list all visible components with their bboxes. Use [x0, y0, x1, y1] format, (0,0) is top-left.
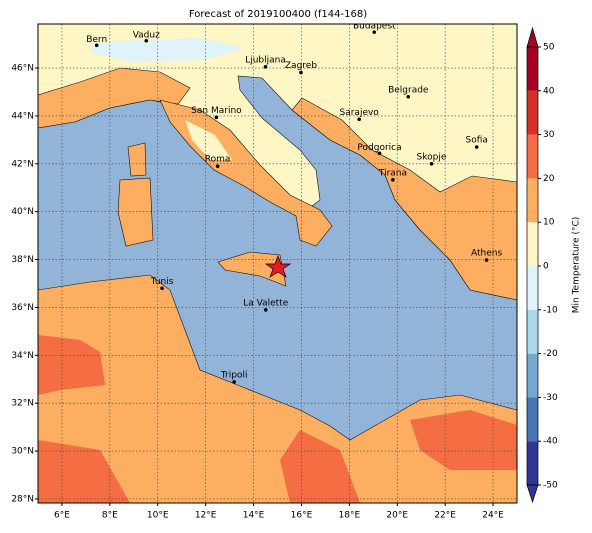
x-tick-label: 18°E — [339, 511, 361, 521]
city-dot — [94, 43, 99, 48]
city-label: Bern — [86, 35, 107, 45]
africa-warm — [38, 335, 105, 395]
sardinia — [117, 177, 154, 247]
x-tick-label: 6°E — [54, 511, 70, 521]
city-label: Roma — [205, 155, 231, 165]
city-label: Podgorica — [357, 143, 401, 153]
city-dot — [299, 70, 303, 75]
colorbar: -50 -40 -30 -20 -10 0 10 20 30 40 50 — [526, 26, 558, 504]
y-tick-label: 38°N — [11, 255, 34, 265]
city-label: La Valette — [243, 298, 288, 308]
city-dot — [263, 308, 268, 312]
city-dot — [377, 151, 382, 156]
sicily — [217, 251, 287, 287]
x-tick-label: 8°E — [102, 511, 118, 521]
y-tick-label: 42°N — [11, 159, 34, 169]
colorbar-tick-label: -30 — [543, 393, 558, 403]
city-dot — [215, 164, 220, 168]
colorbar-bin — [527, 47, 538, 91]
city-dot — [160, 286, 164, 291]
city-label: Sarajevo — [340, 108, 380, 118]
colorbar-tick-label: 50 — [543, 43, 555, 53]
city-dot — [406, 94, 411, 99]
colorbar-bin — [527, 266, 538, 310]
city-label: Skopje — [417, 152, 447, 162]
colorbar-bin — [527, 441, 538, 485]
alps-cold — [90, 38, 245, 62]
x-tick-label: 14°E — [243, 511, 265, 521]
city-label: Vaduz — [133, 30, 160, 40]
colorbar-bin — [527, 222, 538, 266]
city-dot — [232, 380, 236, 384]
colorbar-tick-label: -50 — [543, 481, 558, 491]
colorbar-tick-label: 10 — [543, 218, 555, 228]
city-label: Belgrade — [388, 85, 429, 95]
y-tick-label: 44°N — [11, 111, 34, 121]
colorbar-bin — [527, 134, 538, 179]
city-label: Zagreb — [285, 61, 317, 71]
x-tick-label: 10°E — [147, 511, 169, 521]
city-dot — [263, 65, 268, 69]
city-label: Athens — [471, 249, 502, 259]
colorbar-tick-label: -20 — [543, 349, 558, 359]
y-tick-label: 46°N — [11, 64, 34, 74]
colorbar-tick-label: -10 — [543, 305, 558, 315]
map-frame — [37, 23, 518, 504]
city-label: San Marino — [191, 106, 242, 116]
city-label: Budapest — [353, 22, 396, 32]
y-tick-label: 36°N — [11, 303, 34, 313]
colorbar-bin — [527, 309, 538, 354]
city-dot — [474, 145, 479, 149]
city-dot — [484, 258, 489, 262]
colorbar-tick-label: 40 — [543, 86, 555, 96]
city-label: Tunis — [150, 277, 174, 287]
y-tick-label: 34°N — [11, 351, 34, 361]
colorbar-tick-label: 30 — [543, 130, 555, 140]
city-dot — [429, 161, 434, 166]
star-marker — [264, 255, 292, 278]
colorbar-tick-label: 20 — [543, 174, 555, 184]
x-tick-label: 12°E — [195, 511, 217, 521]
city-dot — [391, 178, 395, 182]
city-label: Sofia — [466, 136, 488, 146]
colorbar-tick-label: 0 — [543, 262, 549, 272]
colorbar-bin — [527, 178, 538, 223]
axes: 6°E 8°E 10°E 12°E 14°E 16°E 18°E 20°E 22°E 24°E 28… — [11, 64, 504, 521]
x-tick-label: 16°E — [291, 511, 313, 521]
x-tick-label: 24°E — [482, 511, 504, 521]
x-tick-label: 22°E — [434, 511, 456, 521]
africa-warm — [410, 410, 517, 470]
colorbar-bin — [527, 397, 538, 442]
corsica — [127, 142, 147, 177]
africa-warm — [38, 440, 130, 503]
balkans — [291, 97, 517, 301]
city-dot — [357, 117, 361, 122]
y-tick-label: 30°N — [11, 447, 34, 457]
city-dot — [144, 38, 149, 43]
colorbar-bin — [527, 90, 538, 135]
city-label: Ljubljana — [245, 55, 286, 65]
colorbar-bin — [527, 353, 538, 398]
colorbar-tick-label: -40 — [543, 437, 558, 447]
africa-warm — [280, 430, 360, 503]
x-tick-label: 20°E — [386, 511, 408, 521]
italy-cool — [185, 120, 232, 160]
colorbar-extend-max — [526, 26, 539, 48]
city-dot — [214, 115, 219, 120]
y-tick-label: 40°N — [11, 207, 34, 217]
colorbar-label: Min Temperature (°C) — [572, 217, 582, 314]
y-tick-label: 28°N — [11, 494, 34, 504]
map-title: Forecast of 2019100400 (f144-168) — [189, 9, 367, 20]
y-tick-label: 32°N — [11, 399, 34, 409]
colorbar-extend-min — [526, 484, 539, 504]
city-label: Tirana — [378, 168, 407, 178]
city-dot — [372, 30, 377, 34]
city-label: Tripoli — [220, 370, 248, 380]
